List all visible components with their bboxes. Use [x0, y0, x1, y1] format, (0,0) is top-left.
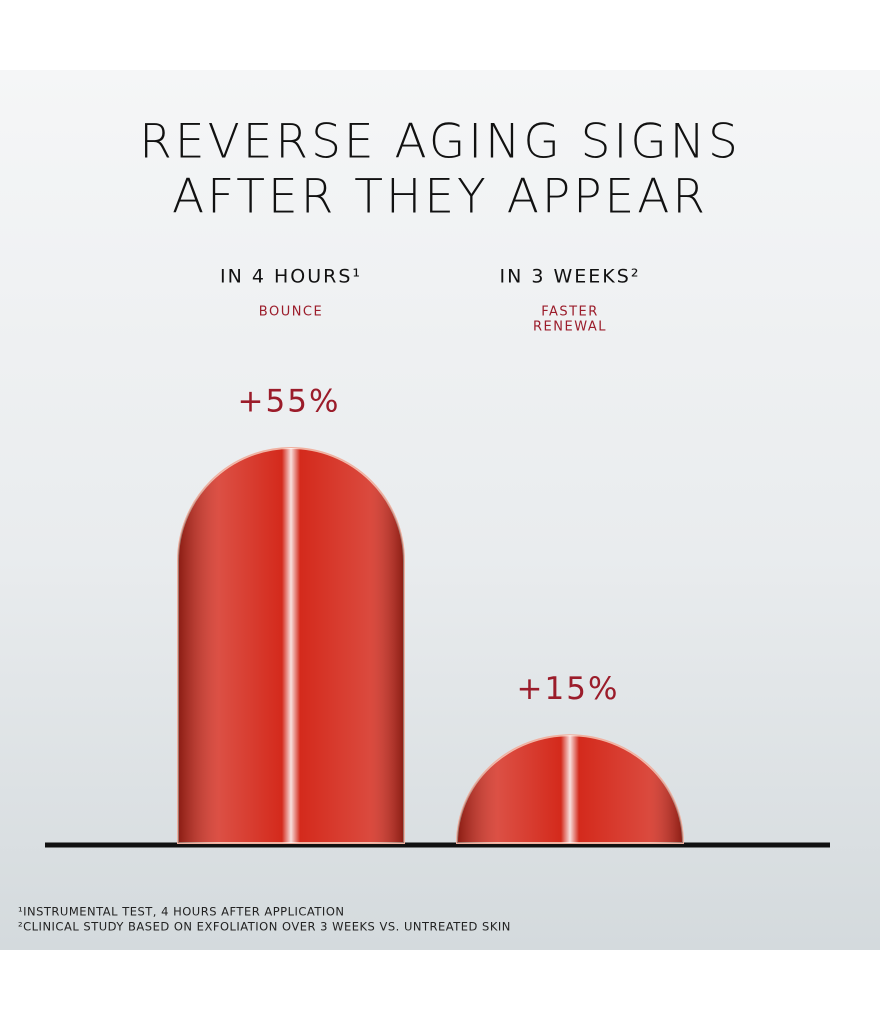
bar-shine [178, 448, 404, 843]
category-subtitle: RENEWAL [533, 320, 607, 335]
title-line: AFTER THEY APPEAR [172, 170, 708, 225]
category-label: IN 4 HOURS¹ [220, 266, 362, 288]
value-label: +55% [238, 384, 341, 420]
category-subtitle: BOUNCE [259, 305, 323, 320]
footnote: ¹INSTRUMENTAL TEST, 4 HOURS AFTER APPLIC… [18, 905, 344, 919]
category-label: IN 3 WEEKS² [500, 266, 641, 288]
bar-shine [457, 735, 683, 843]
category-subtitle: FASTER [541, 305, 599, 320]
footnote: ²CLINICAL STUDY BASED ON EXFOLIATION OVE… [18, 920, 511, 934]
title-line: REVERSE AGING SIGNS [139, 115, 741, 170]
value-label: +15% [517, 671, 620, 707]
panel [0, 70, 880, 950]
